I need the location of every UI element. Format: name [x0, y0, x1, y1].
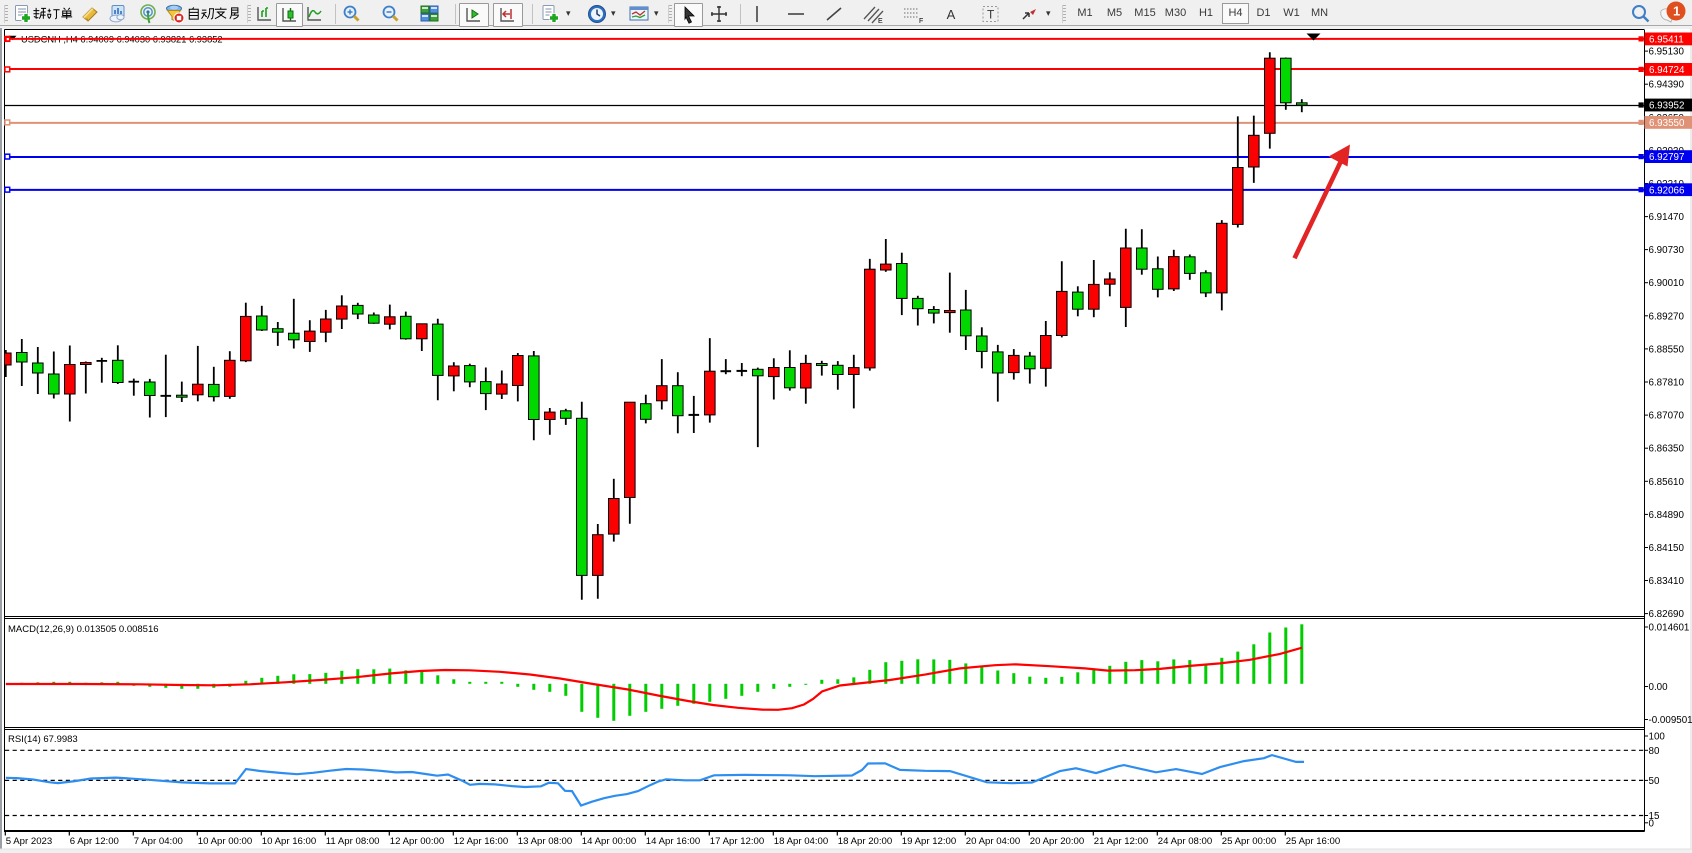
- svg-text:6.89270: 6.89270: [1649, 311, 1685, 322]
- svg-text:80: 80: [1649, 746, 1660, 757]
- svg-text:6.83410: 6.83410: [1649, 576, 1685, 587]
- svg-text:6.88550: 6.88550: [1649, 344, 1685, 355]
- svg-text:19 Apr 12:00: 19 Apr 12:00: [902, 836, 956, 847]
- svg-text:24 Apr 08:00: 24 Apr 08:00: [1158, 836, 1212, 847]
- svg-text:6.91470: 6.91470: [1649, 212, 1685, 223]
- svg-text:11 Apr 08:00: 11 Apr 08:00: [326, 836, 380, 847]
- svg-text:RSI(14) 67.9983: RSI(14) 67.9983: [8, 734, 78, 745]
- svg-text:6.82690: 6.82690: [1649, 609, 1685, 620]
- svg-text:100: 100: [1649, 732, 1666, 743]
- svg-text:21 Apr 12:00: 21 Apr 12:00: [1094, 836, 1148, 847]
- svg-text:18 Apr 20:00: 18 Apr 20:00: [838, 836, 892, 847]
- svg-text:E: E: [878, 18, 883, 24]
- svg-text:0.014601: 0.014601: [1649, 623, 1690, 634]
- svg-text:6.93952: 6.93952: [1649, 101, 1684, 112]
- svg-text:25 Apr 00:00: 25 Apr 00:00: [1222, 836, 1276, 847]
- svg-text:6.90730: 6.90730: [1649, 245, 1685, 256]
- svg-text:6.92066: 6.92066: [1649, 185, 1685, 196]
- svg-text:14 Apr 16:00: 14 Apr 16:00: [646, 836, 700, 847]
- svg-text:1: 1: [1673, 4, 1680, 19]
- svg-text:17 Apr 12:00: 17 Apr 12:00: [710, 836, 764, 847]
- svg-text:-0.009501: -0.009501: [1649, 715, 1692, 726]
- svg-text:6.87810: 6.87810: [1649, 378, 1685, 389]
- svg-text:F: F: [919, 18, 923, 24]
- svg-text:10 Apr 00:00: 10 Apr 00:00: [198, 836, 252, 847]
- svg-text:6.85610: 6.85610: [1649, 477, 1685, 488]
- svg-text:7 Apr 04:00: 7 Apr 04:00: [134, 836, 183, 847]
- svg-text:50: 50: [1649, 776, 1660, 787]
- svg-text:6.92797: 6.92797: [1649, 152, 1684, 163]
- svg-text:0: 0: [1649, 818, 1655, 829]
- svg-text:6.93550: 6.93550: [1649, 118, 1685, 129]
- svg-text:6.95411: 6.95411: [1649, 35, 1684, 46]
- svg-text:6.84890: 6.84890: [1649, 510, 1685, 521]
- svg-text:12 Apr 16:00: 12 Apr 16:00: [454, 836, 508, 847]
- svg-text:6.94724: 6.94724: [1649, 65, 1685, 76]
- svg-text:13 Apr 08:00: 13 Apr 08:00: [518, 836, 572, 847]
- svg-text:18 Apr 04:00: 18 Apr 04:00: [774, 836, 828, 847]
- svg-text:6.84150: 6.84150: [1649, 543, 1685, 554]
- svg-text:6.87070: 6.87070: [1649, 411, 1685, 422]
- svg-text:12 Apr 00:00: 12 Apr 00:00: [390, 836, 444, 847]
- svg-text:6.86350: 6.86350: [1649, 444, 1685, 455]
- svg-text:6.94390: 6.94390: [1649, 80, 1685, 91]
- svg-text:10 Apr 16:00: 10 Apr 16:00: [262, 836, 316, 847]
- svg-text:15: 15: [1649, 811, 1660, 822]
- svg-text:6 Apr 12:00: 6 Apr 12:00: [70, 836, 119, 847]
- svg-text:T: T: [987, 8, 995, 22]
- svg-text:6.95130: 6.95130: [1649, 47, 1685, 58]
- svg-text:20 Apr 20:00: 20 Apr 20:00: [1030, 836, 1084, 847]
- svg-text:6.90010: 6.90010: [1649, 278, 1685, 289]
- svg-text:5 Apr 2023: 5 Apr 2023: [6, 836, 52, 847]
- svg-text:0.00: 0.00: [1649, 682, 1669, 693]
- svg-text:20 Apr 04:00: 20 Apr 04:00: [966, 836, 1020, 847]
- svg-text:25 Apr 16:00: 25 Apr 16:00: [1286, 836, 1340, 847]
- svg-text:MACD(12,26,9) 0.013505 0.00851: MACD(12,26,9) 0.013505 0.008516: [8, 624, 159, 635]
- svg-text:14 Apr 00:00: 14 Apr 00:00: [582, 836, 636, 847]
